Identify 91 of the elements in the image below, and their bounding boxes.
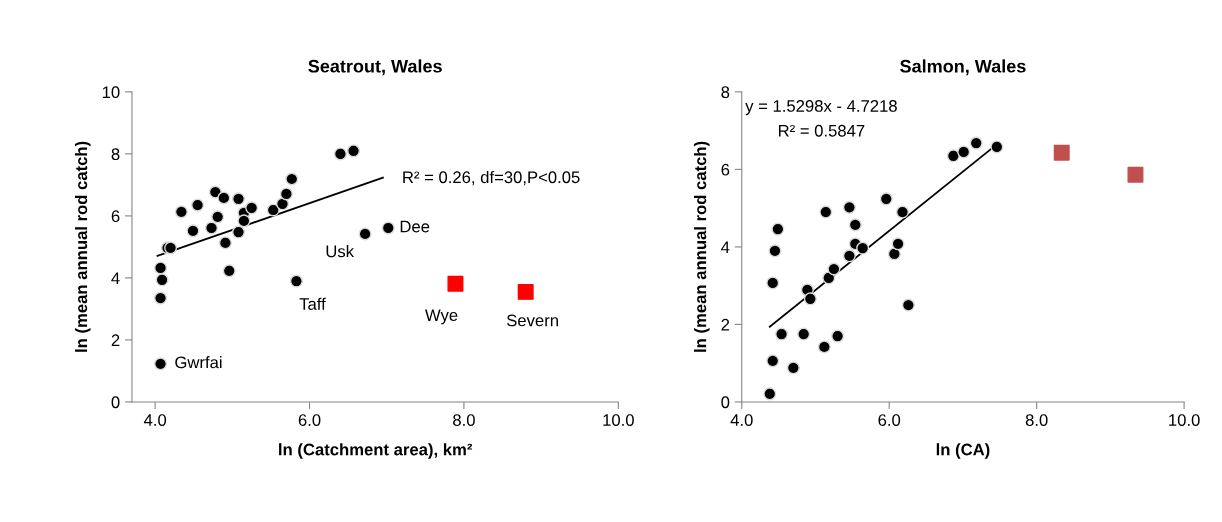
point — [276, 197, 290, 211]
point — [285, 172, 299, 186]
point — [154, 291, 168, 305]
annotation: Usk — [326, 244, 355, 258]
point — [186, 224, 200, 238]
x-tick-label: 6.0 — [878, 414, 901, 426]
annotation: Severn — [506, 314, 558, 327]
point — [766, 276, 780, 290]
point — [266, 203, 280, 217]
point — [232, 225, 246, 239]
point — [447, 275, 464, 292]
point — [289, 274, 303, 288]
x-tick-label: 8.0 — [1025, 414, 1048, 426]
x-tick-label: 4.0 — [143, 414, 167, 426]
point — [831, 329, 845, 343]
point — [237, 214, 251, 228]
y-tick-label: 2 — [721, 318, 730, 331]
point — [347, 144, 361, 158]
y-tick-label: 6 — [111, 210, 120, 223]
chart-title: Salmon, Wales — [900, 59, 1026, 76]
x-tick-label: 10.0 — [1169, 414, 1200, 426]
point — [1053, 144, 1070, 161]
point — [1127, 166, 1144, 183]
point — [218, 236, 232, 250]
point — [848, 218, 862, 232]
y-tick-label: 0 — [111, 396, 120, 409]
point — [245, 201, 259, 215]
point — [768, 244, 782, 258]
point — [842, 249, 856, 263]
point — [990, 140, 1004, 154]
point — [775, 327, 789, 341]
point — [279, 187, 293, 201]
point — [946, 149, 960, 163]
point — [842, 200, 856, 214]
x-tick-label: 10.0 — [603, 414, 634, 426]
y-axis-title: ln (mean annual rod catch) — [74, 141, 91, 352]
x-tick-label: 4.0 — [730, 414, 753, 426]
point — [766, 354, 780, 368]
point — [154, 357, 168, 371]
point — [358, 227, 372, 241]
y-tick-label: 6 — [721, 163, 730, 176]
point — [191, 198, 205, 212]
point — [517, 283, 534, 300]
y-tick-label: 10 — [102, 86, 120, 99]
y-tick-label: 8 — [111, 148, 120, 161]
x-tick-label: 6.0 — [298, 414, 321, 426]
y-tick-label: 4 — [721, 241, 730, 253]
point — [819, 205, 833, 219]
point — [901, 298, 915, 312]
x-axis-title: ln (CA) — [936, 443, 990, 459]
point — [222, 264, 236, 278]
point — [797, 327, 811, 341]
x-tick-label: 8.0 — [453, 414, 475, 426]
point — [771, 222, 785, 236]
point — [211, 210, 225, 224]
point — [879, 192, 893, 206]
point — [891, 237, 905, 251]
point — [786, 361, 800, 375]
point — [204, 221, 218, 235]
annotation: y = 1.5298x - 4.7218 — [745, 100, 897, 116]
y-axis-title: ln (mean annual rod catch) — [694, 141, 710, 352]
point — [232, 192, 246, 206]
point — [155, 273, 169, 287]
annotation: Wye — [425, 309, 458, 325]
y-tick-label: 8 — [721, 86, 730, 99]
x-axis-title: ln (Catchment area), km² — [279, 443, 473, 459]
point — [895, 205, 909, 219]
point — [822, 271, 836, 285]
point — [827, 262, 841, 276]
point — [217, 191, 231, 205]
point — [174, 205, 188, 219]
annotation: R² = 0.26, df=30,P<0.05 — [403, 170, 580, 186]
point — [817, 340, 831, 354]
annotation: R² = 0.5847 — [778, 124, 865, 137]
annotation: Taff — [299, 297, 326, 310]
point — [164, 241, 178, 255]
point — [856, 241, 870, 255]
point — [803, 292, 817, 306]
point — [969, 136, 983, 150]
chart-title: Seatrout, Wales — [308, 59, 442, 76]
y-tick-label: 4 — [111, 272, 120, 284]
point — [381, 221, 395, 235]
point — [154, 261, 168, 275]
point — [763, 387, 777, 401]
y-tick-label: 2 — [111, 334, 120, 346]
annotation: Dee — [400, 220, 430, 233]
point — [887, 247, 901, 261]
annotation: Gwrfai — [175, 356, 222, 369]
point — [333, 147, 347, 161]
y-tick-label: 0 — [721, 396, 730, 409]
point — [957, 145, 971, 159]
